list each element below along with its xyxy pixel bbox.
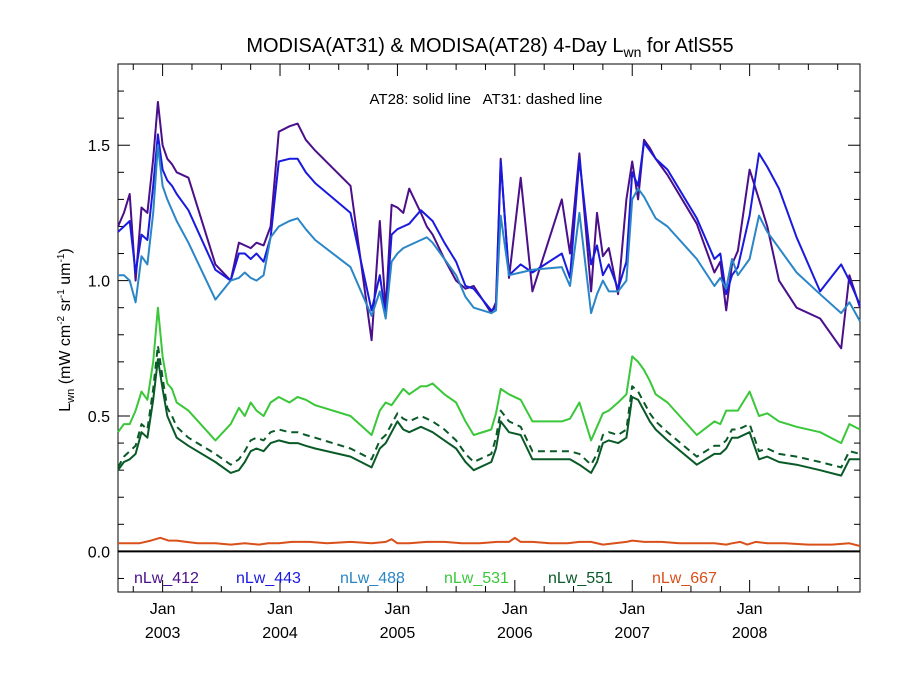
series-line-nlw-443 xyxy=(117,133,861,317)
y-axis-label-part: -1 xyxy=(56,253,67,262)
x-tick-label-month: Jan xyxy=(619,601,645,618)
y-axis-label-part: um xyxy=(57,263,74,290)
axis-ticks: 0.0 0.5 1.0 1.5 Jan 2003 Jan 2004 Jan 2005 Jan 2006… xyxy=(88,64,860,642)
y-tick-label: 1.0 xyxy=(88,274,110,291)
x-tick-label-month: Jan xyxy=(150,601,176,618)
x-tick-label-month: Jan xyxy=(385,601,411,618)
y-axis-label-part: wn xyxy=(65,389,77,404)
y-tick-label: 0.0 xyxy=(88,544,110,561)
series-line-nlw-551-dashed xyxy=(117,344,861,469)
series-lines xyxy=(117,100,861,547)
legend-item-nlw-443: nLw_443 xyxy=(236,570,301,587)
legend-item-nlw-667: nLw_667 xyxy=(652,570,717,587)
series-line-nlw-412 xyxy=(117,100,861,350)
chart-title: MODISA(AT31) & MODISA(AT28) 4-Day Lwn fo… xyxy=(246,35,733,60)
x-tick-label-month: Jan xyxy=(502,601,528,618)
x-tick-label-year: 2005 xyxy=(380,625,416,642)
legend-item-nlw-488: nLw_488 xyxy=(340,570,405,587)
x-tick-label-month: Jan xyxy=(737,601,763,618)
series-line-nlw-531 xyxy=(117,306,861,445)
y-axis-label-part: ) xyxy=(57,248,74,253)
y-tick-label: 0.5 xyxy=(88,409,110,426)
x-tick-label-year: 2007 xyxy=(614,625,650,642)
y-axis-label-part: -2 xyxy=(56,315,67,324)
x-tick-label-year: 2006 xyxy=(497,625,533,642)
line-style-annotation: AT28: solid line AT31: dashed line xyxy=(370,91,603,108)
series-line-nlw-551 xyxy=(117,358,860,477)
chart-title-subscript: wn xyxy=(622,44,641,60)
legend-item-nlw-412: nLw_412 xyxy=(134,570,199,587)
y-axis-label-part: -1 xyxy=(56,289,67,298)
plot-frame xyxy=(117,63,861,593)
legend-item-nlw-551: nLw_551 xyxy=(548,570,613,587)
series-line-nlw-488 xyxy=(118,144,861,322)
x-tick-label-year: 2004 xyxy=(262,625,298,642)
y-tick-label: 1.5 xyxy=(88,138,110,155)
series-line-nlw-667 xyxy=(118,536,861,547)
x-tick-label-month: Jan xyxy=(267,601,293,618)
y-axis-label-part: sr xyxy=(57,297,74,315)
y-axis-label: Lwn (mW cm-2 sr-1 um-1) xyxy=(56,248,77,411)
chart-title-tail: for AtlS55 xyxy=(641,35,733,57)
y-axis-label-part: (mW cm xyxy=(57,325,74,389)
y-axis-label-part: L xyxy=(57,403,74,412)
chart-title-main: MODISA(AT31) & MODISA(AT28) 4-Day L xyxy=(246,35,623,57)
legend-item-nlw-531: nLw_531 xyxy=(444,570,509,587)
x-tick-label-year: 2003 xyxy=(145,625,181,642)
legend: nLw_412 nLw_443 nLw_488 nLw_531 nLw_551 nLw_6… xyxy=(134,570,717,587)
x-tick-label-year: 2008 xyxy=(732,625,768,642)
